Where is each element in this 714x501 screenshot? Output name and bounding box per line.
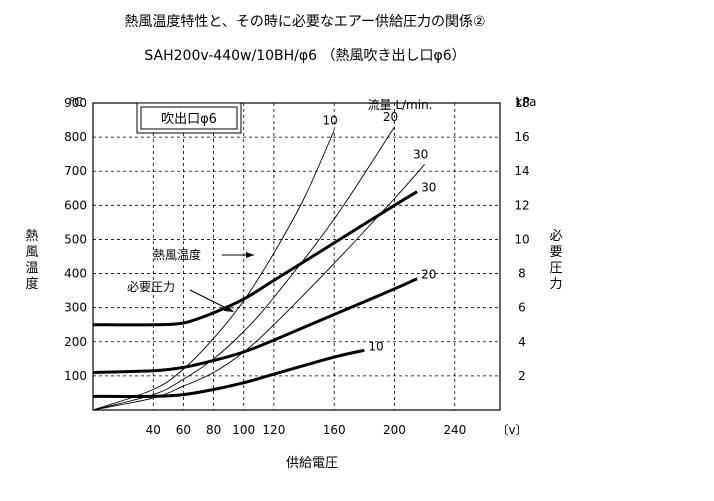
y-left-tick-label: 900 bbox=[64, 96, 87, 110]
y-right-label: 必要圧力 bbox=[549, 229, 562, 292]
x-tick-label: 80 bbox=[206, 423, 221, 437]
y-right-tick-label: 18 bbox=[514, 96, 529, 110]
flow-legend: 流量 L/min. bbox=[368, 98, 433, 112]
y-right-unit: kPa bbox=[516, 95, 537, 109]
x-tick-label: 200 bbox=[383, 423, 406, 437]
y-right-tick-label: 4 bbox=[518, 335, 526, 349]
annotation-pressure-label: 必要圧力 bbox=[127, 280, 175, 294]
y-right-label-char: 力 bbox=[549, 277, 562, 292]
series-label: 10 bbox=[323, 113, 338, 127]
x-axis-ticks: 40 60 80 100 120 160 200 240 bbox=[146, 423, 467, 437]
y-right-tick-label: 6 bbox=[518, 301, 526, 315]
y-left-tick-label: 700 bbox=[64, 164, 87, 178]
x-tick-label: 160 bbox=[323, 423, 346, 437]
y-right-tick-label: 16 bbox=[514, 130, 529, 144]
annotation-temperature: 熱風温度 bbox=[153, 247, 254, 262]
y-right-label-char: 要 bbox=[549, 245, 562, 260]
y-left-tick-label: 100 bbox=[64, 369, 87, 383]
nozzle-label: 吹出口φ6 bbox=[161, 112, 217, 127]
x-axis-label: 供給電圧 bbox=[286, 456, 338, 471]
x-tick-label: 240 bbox=[443, 423, 466, 437]
series-group: 10 20 30 30 20 10 bbox=[92, 110, 436, 411]
y-left-tick-label: 800 bbox=[64, 130, 87, 144]
y-left-label-char: 風 bbox=[25, 245, 38, 260]
x-tick-label: 60 bbox=[176, 423, 191, 437]
series-label: 30 bbox=[421, 181, 436, 195]
x-tick-label: 100 bbox=[232, 423, 255, 437]
chart-title: 熱風温度特性と、その時に必要なエアー供給圧力の関係② bbox=[124, 14, 485, 30]
y-left-label-char: 温 bbox=[25, 261, 38, 276]
y-left-label-char: 熱 bbox=[25, 229, 38, 244]
y-left-label: 熱風温度 bbox=[25, 229, 38, 292]
temperature-line-20 bbox=[92, 126, 395, 411]
annotation-temperature-label: 熱風温度 bbox=[153, 247, 201, 262]
y-right-tick-label: 14 bbox=[514, 164, 529, 178]
y-right-label-char: 圧 bbox=[549, 261, 562, 276]
pressure-line-30 bbox=[92, 190, 418, 327]
y-right-tick-label: 8 bbox=[518, 267, 526, 281]
series-label: 30 bbox=[413, 147, 428, 161]
y-right-label-char: 必 bbox=[549, 229, 562, 244]
y-left-ticks: 100 200 300 400 500 600 700 800 900 bbox=[64, 96, 87, 383]
y-left-tick-label: 300 bbox=[64, 301, 87, 315]
y-left-tick-label: 400 bbox=[64, 267, 87, 281]
series-label: 20 bbox=[383, 110, 398, 124]
pressure-line-20 bbox=[92, 277, 418, 374]
y-right-tick-label: 2 bbox=[518, 369, 526, 383]
nozzle-label-box: 吹出口φ6 bbox=[136, 102, 242, 134]
series-label: 10 bbox=[368, 339, 383, 353]
y-left-tick-label: 200 bbox=[64, 335, 87, 349]
y-left-tick-label: 500 bbox=[64, 232, 87, 246]
y-right-ticks: 2 4 6 8 10 12 14 16 18 bbox=[514, 96, 529, 383]
x-tick-label: 40 bbox=[146, 423, 161, 437]
y-right-tick-label: 12 bbox=[514, 198, 529, 212]
x-tick-label: 120 bbox=[262, 423, 285, 437]
chart-subtitle: SAH200v-440w/10BH/φ6 （熱風吹き出し口φ6） bbox=[144, 48, 465, 64]
series-label: 20 bbox=[421, 268, 436, 282]
x-unit: 〔v〕 bbox=[496, 423, 527, 437]
y-left-label-char: 度 bbox=[25, 276, 38, 292]
y-left-tick-label: 600 bbox=[64, 198, 87, 212]
plot-frame bbox=[92, 102, 501, 411]
annotation-pressure: 必要圧力 bbox=[127, 280, 234, 312]
pressure-line-10 bbox=[92, 348, 365, 398]
y-right-tick-label: 10 bbox=[514, 232, 529, 246]
y-left-unit: ℃ bbox=[69, 95, 82, 109]
temperature-line-10 bbox=[92, 130, 335, 411]
